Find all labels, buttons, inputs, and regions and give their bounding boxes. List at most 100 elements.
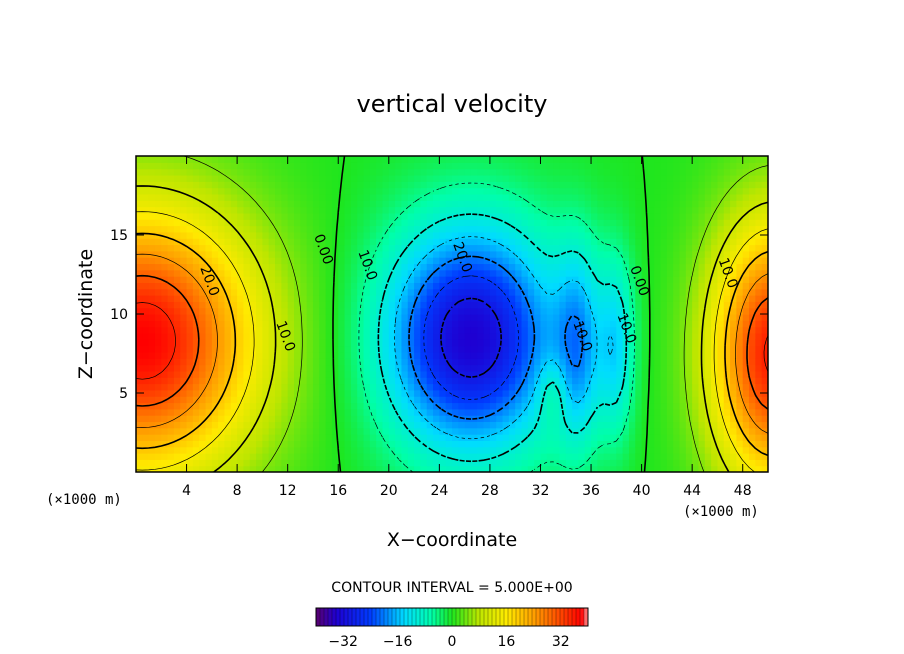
heatmap-cell: [496, 257, 504, 265]
heatmap-cell: [723, 396, 731, 404]
heatmap-cell: [312, 212, 320, 220]
heatmap-cell: [414, 174, 421, 182]
heatmap-cell: [527, 206, 535, 214]
heatmap-cell: [584, 421, 592, 429]
heatmap-cell: [243, 200, 251, 208]
heatmap-cell: [723, 276, 731, 283]
heatmap-cell: [717, 440, 725, 448]
heatmap-cell: [628, 181, 636, 189]
heatmap-cell: [439, 225, 447, 233]
heatmap-cell: [591, 212, 598, 220]
heatmap-cell: [591, 162, 598, 170]
heatmap-cell: [565, 244, 573, 252]
heatmap-cell: [388, 402, 396, 410]
heatmap-cell: [742, 206, 750, 214]
heatmap-cell: [363, 295, 371, 302]
heatmap-cell: [698, 314, 706, 321]
heatmap-cell: [256, 415, 263, 423]
heatmap-cell: [243, 263, 251, 271]
heatmap-cell: [312, 446, 320, 454]
heatmap-cell: [641, 200, 649, 208]
heatmap-cell: [161, 193, 169, 201]
heatmap-cell: [312, 288, 320, 296]
heatmap-cell: [224, 193, 232, 201]
heatmap-cell: [414, 212, 421, 220]
heatmap-cell: [180, 345, 188, 353]
heatmap-cell: [136, 162, 143, 170]
heatmap-cell: [445, 244, 453, 252]
heatmap-cell: [142, 408, 150, 416]
heatmap-cell: [641, 421, 649, 429]
heatmap-cell: [142, 200, 150, 208]
heatmap-cell: [597, 434, 605, 441]
heatmap-cell: [173, 282, 181, 290]
heatmap-cell: [458, 295, 466, 302]
heatmap-cell: [502, 377, 510, 385]
heatmap-cell: [508, 377, 516, 385]
heatmap-cell: [452, 250, 459, 258]
heatmap-cell: [319, 250, 327, 258]
heatmap-cell: [534, 231, 542, 239]
heatmap-cell: [470, 440, 478, 448]
heatmap-cell: [205, 453, 213, 460]
heatmap-cell: [395, 440, 403, 448]
heatmap-cell: [433, 358, 440, 366]
heatmap-cell: [445, 225, 453, 233]
heatmap-cell: [294, 415, 301, 423]
heatmap-cell: [306, 326, 314, 334]
heatmap-cell: [268, 364, 276, 372]
heatmap-cell: [433, 446, 440, 454]
heatmap-cell: [192, 440, 200, 448]
heatmap-cell: [300, 200, 308, 208]
heatmap-cell: [154, 314, 162, 321]
heatmap-cell: [426, 219, 434, 227]
heatmap-cell: [698, 320, 706, 328]
heatmap-cell: [704, 377, 712, 385]
heatmap-cell: [218, 383, 226, 391]
heatmap-cell: [382, 257, 390, 265]
heatmap-cell: [275, 156, 282, 163]
heatmap-cell: [445, 459, 453, 467]
heatmap-cell: [199, 219, 207, 227]
heatmap-cell: [395, 181, 403, 189]
heatmap-cell: [445, 364, 453, 372]
heatmap-cell: [439, 276, 447, 283]
heatmap-cell: [647, 231, 655, 239]
heatmap-cell: [521, 383, 529, 391]
heatmap-cell: [167, 320, 175, 328]
heatmap-cell: [148, 314, 156, 321]
heatmap-cell: [470, 427, 478, 435]
heatmap-cell: [723, 358, 731, 366]
heatmap-cell: [559, 168, 567, 176]
heatmap-cell: [508, 446, 516, 454]
heatmap-cell: [692, 453, 700, 460]
heatmap-cell: [237, 326, 245, 334]
heatmap-cell: [388, 421, 396, 429]
heatmap-cell: [243, 187, 251, 195]
heatmap-cell: [673, 212, 681, 220]
heatmap-cell: [597, 453, 605, 460]
heatmap-cell: [237, 364, 245, 372]
heatmap-cell: [635, 307, 643, 315]
heatmap-cell: [591, 351, 598, 359]
heatmap-cell: [635, 446, 643, 454]
heatmap-cell: [458, 244, 466, 252]
heatmap-cell: [395, 187, 403, 195]
heatmap-cell: [628, 276, 636, 283]
heatmap-cell: [647, 200, 655, 208]
heatmap-cell: [698, 396, 706, 404]
heatmap-cell: [249, 314, 257, 321]
heatmap-cell: [237, 269, 245, 277]
heatmap-cell: [211, 465, 219, 472]
heatmap-cell: [445, 332, 453, 340]
heatmap-cell: [553, 257, 561, 265]
heatmap-cell: [730, 434, 737, 441]
heatmap-cell: [281, 263, 289, 271]
heatmap-cell: [426, 427, 434, 435]
heatmap-cell: [546, 396, 554, 404]
heatmap-cell: [256, 345, 263, 353]
heatmap-cell: [186, 225, 194, 233]
heatmap-cell: [616, 320, 624, 328]
heatmap-cell: [679, 307, 687, 315]
heatmap-cell: [515, 181, 523, 189]
